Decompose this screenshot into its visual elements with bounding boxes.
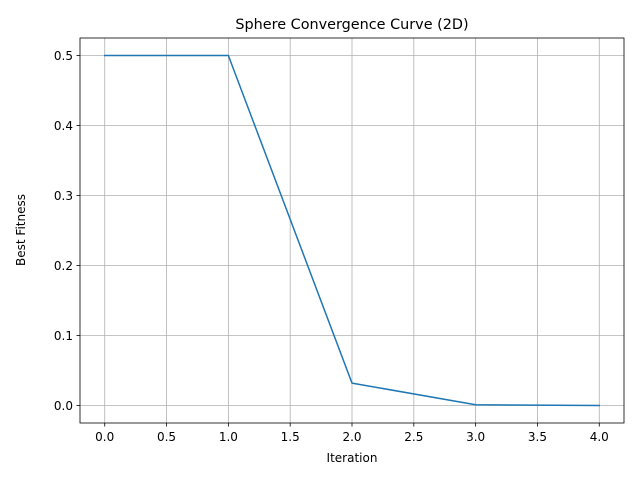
- x-tick-label: 2.0: [342, 430, 361, 444]
- chart-title: Sphere Convergence Curve (2D): [235, 17, 468, 33]
- y-tick-label: 0.5: [54, 49, 73, 63]
- x-tick-label: 3.5: [528, 430, 547, 444]
- x-tick-label: 3.0: [466, 430, 485, 444]
- y-tick-label: 0.4: [54, 119, 73, 133]
- x-tick-label: 4.0: [590, 430, 609, 444]
- y-tick-label: 0.1: [54, 329, 73, 343]
- x-tick-label: 0.0: [95, 430, 114, 444]
- y-tick-label: 0.2: [54, 259, 73, 273]
- x-axis-label: Iteration: [327, 451, 378, 465]
- x-tick-label: 1.0: [219, 430, 238, 444]
- x-tick-label: 2.5: [404, 430, 423, 444]
- y-tick-label: 0.0: [54, 399, 73, 413]
- y-tick-label: 0.3: [54, 189, 73, 203]
- x-tick-label: 1.5: [281, 430, 300, 444]
- x-tick-label: 0.5: [157, 430, 176, 444]
- y-axis-label: Best Fitness: [14, 194, 28, 266]
